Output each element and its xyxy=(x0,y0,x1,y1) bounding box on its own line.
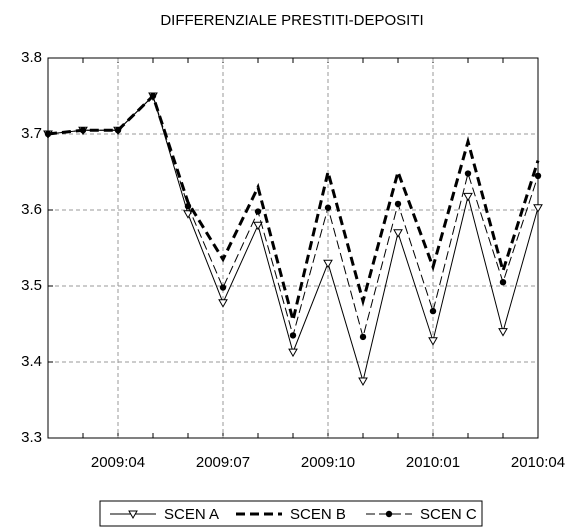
y-tick-label: 3.7 xyxy=(21,125,42,142)
legend-marker xyxy=(128,510,138,520)
marker xyxy=(463,192,473,202)
marker xyxy=(533,204,543,213)
marker xyxy=(289,332,297,339)
series-line xyxy=(47,95,539,339)
marker xyxy=(44,130,52,138)
y-tick-label: 3.6 xyxy=(21,201,42,218)
series-line xyxy=(47,93,540,321)
marker xyxy=(464,170,472,177)
marker xyxy=(394,200,402,208)
legend-label: SCEN B xyxy=(290,506,346,523)
y-tick-label: 3.3 xyxy=(21,429,42,446)
legend-label: SCEN C xyxy=(420,506,477,523)
marker xyxy=(149,92,157,100)
marker xyxy=(323,259,333,269)
marker xyxy=(498,328,508,337)
chart-title: DIFFERENZIALE PRESTITI-DEPOSITI xyxy=(160,12,423,29)
marker xyxy=(428,337,438,346)
marker xyxy=(184,203,192,210)
marker xyxy=(79,127,87,134)
marker xyxy=(219,284,227,291)
marker xyxy=(429,307,437,315)
marker xyxy=(218,299,228,308)
legend-marker xyxy=(385,510,393,518)
marker xyxy=(358,377,368,387)
marker xyxy=(114,127,122,134)
marker xyxy=(183,210,193,219)
x-tick-label: 2009:04 xyxy=(91,454,145,471)
x-tick-label: 2010:04 xyxy=(511,454,565,471)
marker xyxy=(288,348,298,358)
x-tick-label: 2010:01 xyxy=(406,454,460,471)
y-tick-label: 3.8 xyxy=(21,49,42,66)
plot-frame xyxy=(47,57,539,439)
legend-label: SCEN A xyxy=(164,506,219,523)
y-tick-label: 3.5 xyxy=(21,277,42,294)
marker xyxy=(324,204,332,211)
y-tick-label: 3.4 xyxy=(21,353,42,370)
x-tick-label: 2009:07 xyxy=(196,454,250,471)
marker xyxy=(393,229,403,238)
marker xyxy=(359,333,367,341)
legend-box xyxy=(99,500,483,527)
marker xyxy=(499,279,507,286)
marker xyxy=(534,172,542,179)
marker xyxy=(253,221,263,231)
marker xyxy=(254,208,262,215)
x-tick-label: 2009:10 xyxy=(301,454,355,471)
